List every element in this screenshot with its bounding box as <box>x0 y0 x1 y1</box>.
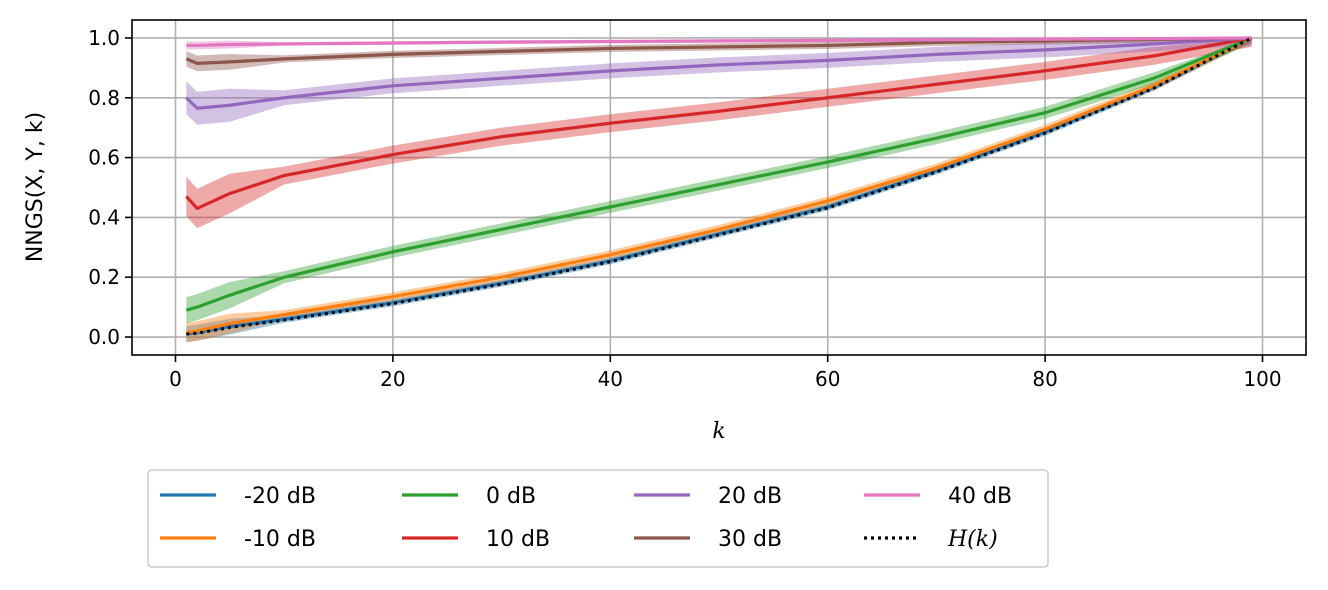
legend-label: -10 dB <box>244 527 316 552</box>
legend-frame <box>147 469 1049 568</box>
y-tick-label: 1.0 <box>88 26 120 50</box>
x-tick-label: 80 <box>1032 367 1057 391</box>
x-tick-label: 20 <box>380 367 405 391</box>
series-line-10-db <box>185 36 1252 211</box>
y-ticks: 0.0 0.2 0.4 0.6 0.8 1.0 <box>88 26 132 349</box>
x-tick-label: 60 <box>815 367 840 391</box>
legend-label: 30 dB <box>718 527 782 552</box>
y-tick-label: 0.0 <box>88 325 120 349</box>
band-0-db <box>186 37 1252 324</box>
x-ticks: 0 20 40 60 80 100 <box>169 355 1282 391</box>
x-tick-label: 40 <box>598 367 623 391</box>
y-tick-label: 0.8 <box>88 86 120 110</box>
series-line-0-db <box>185 36 1253 312</box>
x-axis-label: k <box>712 419 725 444</box>
legend-label: 0 dB <box>486 484 536 509</box>
legend: -20 dB -10 dB 0 dB 10 dB 20 dB 30 dB 40 dB H(k) <box>147 469 1049 568</box>
legend-label: H(k) <box>947 527 998 552</box>
legend-label: 20 dB <box>718 484 782 509</box>
x-tick-label: 100 <box>1243 367 1281 391</box>
plot-frame <box>131 19 1307 356</box>
legend-label: -20 dB <box>244 484 316 509</box>
series-line-30-db <box>185 36 1252 65</box>
series-line-h-k <box>186 36 1253 336</box>
y-tick-label: 0.2 <box>88 265 120 289</box>
series-line-10-db <box>186 36 1253 335</box>
y-axis-label: NNGS(X, Y, k) <box>23 112 48 262</box>
series-lines <box>185 36 1253 336</box>
band-20-db <box>186 37 1252 125</box>
y-tick-label: 0.6 <box>88 146 120 170</box>
series-line-20-db <box>185 36 1252 110</box>
series-line-40-db <box>186 36 1252 48</box>
x-tick-label: 0 <box>169 367 182 391</box>
y-tick-label: 0.4 <box>88 205 120 229</box>
legend-label: 40 dB <box>948 484 1012 509</box>
band-10-db <box>186 37 1252 229</box>
legend-label: 10 dB <box>486 527 550 552</box>
grid <box>132 20 1306 355</box>
